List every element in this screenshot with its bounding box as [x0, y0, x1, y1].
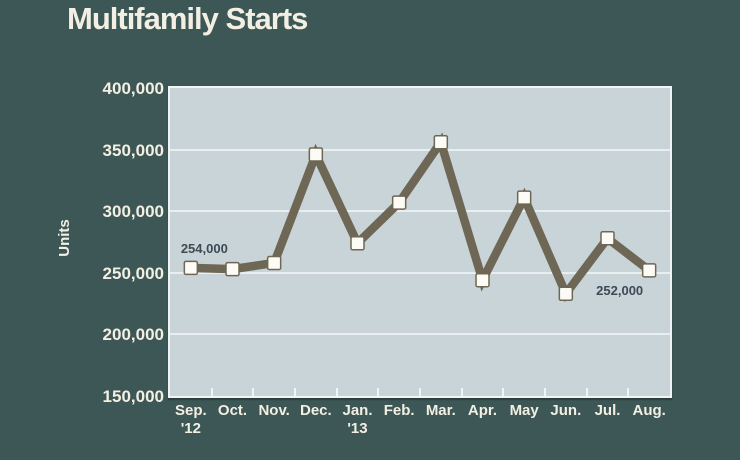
- data-point-marker: [600, 231, 615, 246]
- gridline: [170, 333, 670, 336]
- x-axis-tick: [335, 388, 338, 396]
- month-label: Feb.: [383, 402, 415, 419]
- x-tick-label: May: [492, 402, 556, 420]
- data-point-marker: [433, 134, 449, 150]
- month-label: Nov.: [258, 402, 290, 419]
- data-point-marker: [558, 286, 574, 301]
- plot-area: 254,000 252,000: [168, 86, 672, 398]
- x-axis-tick: [210, 388, 213, 396]
- data-label: 254,000: [180, 240, 228, 256]
- x-tick-label: Dec.: [284, 402, 348, 420]
- y-tick-label: 350,000: [102, 140, 164, 160]
- data-label: 252,000: [596, 283, 644, 299]
- data-point-marker: [516, 190, 532, 205]
- x-axis-tick: [544, 388, 546, 396]
- x-tick-label: Nov.: [242, 402, 306, 420]
- x-tick-label: Apr.: [451, 402, 515, 420]
- x-axis-tick: [502, 388, 505, 396]
- x-tick-label: Feb.: [367, 402, 431, 420]
- x-axis-tick: [294, 388, 296, 396]
- year-label: '13: [347, 420, 368, 437]
- month-label: Dec.: [299, 402, 332, 419]
- x-axis-tick: [627, 388, 630, 396]
- month-label: May: [509, 402, 539, 419]
- month-label: Oct.: [217, 402, 248, 419]
- x-axis-tick: [460, 388, 463, 396]
- y-tick-label: 200,000: [102, 325, 164, 345]
- data-point-marker: [391, 195, 407, 210]
- data-point-marker: [308, 147, 324, 162]
- y-tick-label: 300,000: [102, 202, 164, 222]
- data-point-marker: [641, 263, 657, 278]
- gridline: [170, 210, 670, 213]
- data-point-marker: [266, 255, 282, 271]
- x-axis-tick: [252, 388, 255, 396]
- x-tick-label: Jul.: [576, 402, 640, 420]
- month-label: Jun.: [550, 402, 582, 419]
- x-tick-label: Jun.: [534, 402, 598, 420]
- x-tick-label: Mar.: [409, 402, 473, 420]
- data-point-marker: [475, 272, 490, 288]
- gridline: [170, 148, 670, 151]
- x-tick-label: Aug.: [617, 402, 681, 420]
- series-line: [190, 132, 652, 303]
- month-label: Jan.: [342, 402, 373, 419]
- x-tick-label: Jan. '13: [326, 402, 390, 438]
- x-axis-tick: [585, 388, 588, 396]
- series-layer: [183, 132, 657, 303]
- gridline: [170, 271, 670, 274]
- data-point-marker: [350, 235, 365, 251]
- x-axis-tick: [419, 388, 421, 396]
- y-tick-label: 150,000: [102, 387, 164, 406]
- month-label: Sep.: [174, 402, 207, 419]
- month-label: Apr.: [467, 402, 498, 419]
- data-point-marker: [183, 260, 199, 276]
- chart-title: Multifamily Starts: [67, 1, 308, 36]
- x-tick-label: Oct.: [201, 402, 265, 420]
- month-label: Mar.: [425, 402, 456, 419]
- month-label: Aug.: [632, 402, 666, 419]
- year-label: '12: [180, 420, 201, 437]
- x-axis-tick: [377, 388, 380, 396]
- y-tick-label: 250,000: [102, 263, 164, 283]
- y-tick-label: 400,000: [102, 79, 164, 98]
- x-tick-label: Sep. '12: [159, 402, 223, 438]
- data-point-marker: [225, 261, 240, 277]
- month-label: Jul.: [594, 402, 621, 419]
